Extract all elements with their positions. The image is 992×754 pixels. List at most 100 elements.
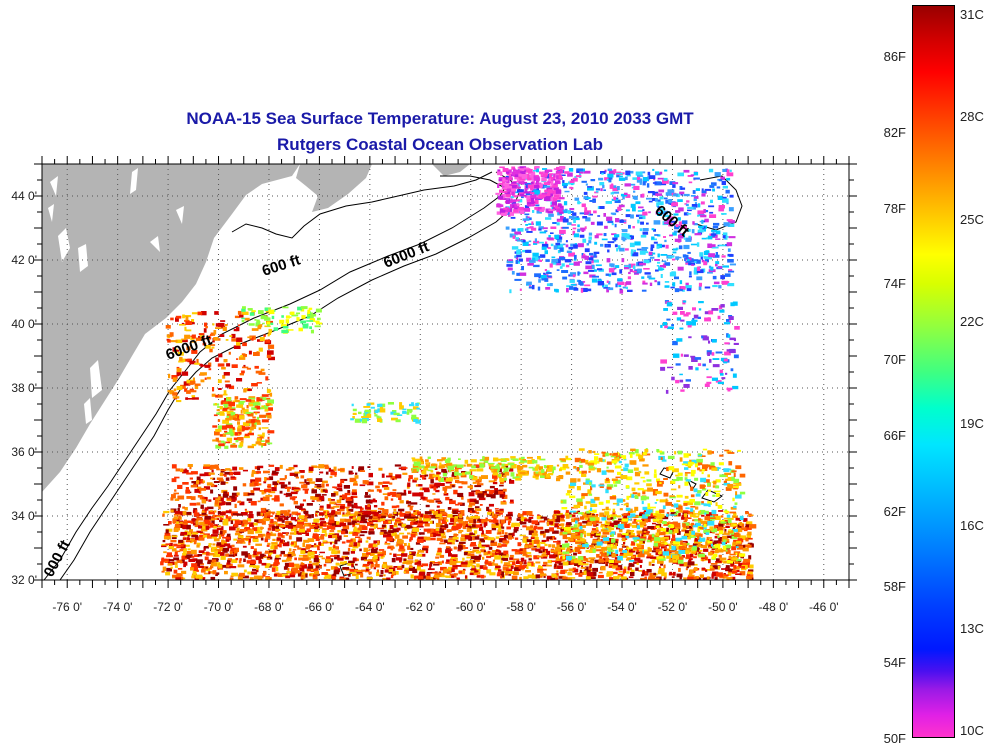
sst-pixel bbox=[231, 496, 237, 501]
sst-pixel bbox=[301, 509, 306, 512]
sst-pixel bbox=[640, 577, 647, 580]
sst-pixel bbox=[199, 532, 205, 535]
sst-pixel bbox=[248, 323, 255, 326]
sst-pixel bbox=[541, 568, 547, 571]
sst-pixel bbox=[272, 563, 279, 566]
sst-pixel bbox=[435, 554, 440, 556]
sst-pixel bbox=[233, 437, 238, 440]
sst-pixel bbox=[265, 339, 270, 343]
sst-pixel bbox=[395, 544, 399, 547]
sst-pixel bbox=[163, 524, 170, 526]
sst-pixel bbox=[595, 517, 600, 521]
sst-pixel bbox=[509, 554, 514, 557]
sst-pixel bbox=[470, 570, 476, 573]
sst-pixel bbox=[476, 575, 483, 578]
sst-pixel bbox=[344, 518, 352, 523]
sst-pixel bbox=[671, 324, 674, 327]
sst-pixel bbox=[708, 253, 715, 258]
sst-pixel bbox=[350, 495, 358, 498]
sst-pixel bbox=[402, 535, 408, 539]
sst-pixel bbox=[541, 541, 546, 544]
sst-pixel bbox=[219, 434, 226, 437]
sst-pixel bbox=[632, 270, 637, 273]
sst-pixel bbox=[578, 535, 583, 540]
sst-pixel bbox=[684, 203, 688, 205]
sst-pixel bbox=[709, 214, 717, 218]
sst-pixel bbox=[187, 398, 195, 400]
sst-pixel bbox=[599, 182, 605, 186]
sst-pixel bbox=[354, 475, 359, 479]
sst-pixel bbox=[683, 354, 689, 357]
sst-pixel bbox=[260, 526, 263, 531]
sst-pixel bbox=[607, 515, 611, 520]
sst-pixel bbox=[341, 555, 349, 560]
sst-pixel bbox=[244, 427, 249, 431]
sst-pixel bbox=[646, 556, 653, 559]
sst-pixel bbox=[486, 493, 492, 498]
sst-pixel bbox=[219, 546, 224, 551]
sst-pixel bbox=[488, 491, 494, 495]
sst-pixel bbox=[586, 519, 592, 522]
sst-pixel bbox=[703, 209, 706, 214]
sst-pixel bbox=[267, 399, 274, 404]
sst-pixel bbox=[615, 541, 618, 546]
sst-pixel bbox=[274, 545, 278, 550]
sst-pixel bbox=[194, 362, 200, 365]
sst-pixel bbox=[551, 261, 557, 265]
sst-pixel bbox=[376, 572, 380, 577]
sst-pixel bbox=[491, 513, 496, 518]
sst-pixel bbox=[502, 552, 508, 557]
sst-pixel bbox=[174, 498, 180, 501]
sst-pixel bbox=[265, 403, 272, 405]
sst-pixel bbox=[210, 477, 214, 480]
sst-pixel bbox=[203, 364, 210, 367]
sst-pixel bbox=[205, 325, 208, 329]
sst-pixel bbox=[409, 551, 416, 556]
sst-pixel bbox=[245, 510, 249, 513]
sst-pixel bbox=[670, 553, 676, 555]
sst-pixel bbox=[231, 572, 239, 577]
sst-pixel bbox=[472, 536, 475, 541]
sst-pixel bbox=[439, 527, 447, 530]
sst-pixel bbox=[295, 565, 302, 569]
sst-pixel bbox=[517, 228, 524, 232]
sst-pixel bbox=[351, 563, 354, 568]
sst-pixel bbox=[219, 334, 225, 337]
sst-pixel bbox=[367, 504, 370, 508]
sst-pixel bbox=[528, 543, 534, 548]
sst-pixel bbox=[656, 245, 660, 249]
sst-pixel bbox=[253, 522, 258, 526]
sst-pixel bbox=[210, 489, 214, 494]
sst-pixel bbox=[300, 562, 305, 566]
sst-pixel bbox=[376, 556, 380, 561]
sst-pixel bbox=[687, 562, 692, 566]
sst-pixel bbox=[556, 166, 560, 171]
sst-pixel bbox=[389, 482, 393, 485]
sst-pixel bbox=[608, 553, 613, 557]
sst-pixel bbox=[228, 351, 231, 355]
sst-pixel bbox=[198, 514, 202, 517]
sst-pixel bbox=[184, 326, 187, 331]
sst-pixel bbox=[514, 231, 521, 235]
sst-pixel bbox=[410, 547, 414, 550]
sst-pixel bbox=[707, 271, 713, 274]
sst-pixel bbox=[179, 576, 184, 580]
sst-pixel bbox=[453, 489, 458, 495]
sst-pixel bbox=[358, 538, 363, 543]
sst-pixel bbox=[403, 570, 410, 574]
sst-pixel bbox=[506, 264, 513, 267]
sst-pixel bbox=[547, 275, 552, 278]
sst-pixel bbox=[306, 316, 313, 319]
sst-pixel bbox=[700, 544, 708, 548]
sst-pixel bbox=[194, 577, 199, 580]
sst-pixel bbox=[568, 222, 572, 225]
sst-pixel bbox=[399, 532, 405, 535]
sst-pixel bbox=[373, 540, 380, 544]
sst-pixel bbox=[599, 556, 603, 561]
sst-pixel bbox=[481, 544, 487, 547]
sst-pixel bbox=[685, 568, 688, 571]
sst-pixel bbox=[479, 538, 485, 543]
sst-pixel bbox=[289, 472, 295, 476]
sst-pixel bbox=[297, 572, 304, 577]
sst-pixel bbox=[453, 546, 457, 550]
